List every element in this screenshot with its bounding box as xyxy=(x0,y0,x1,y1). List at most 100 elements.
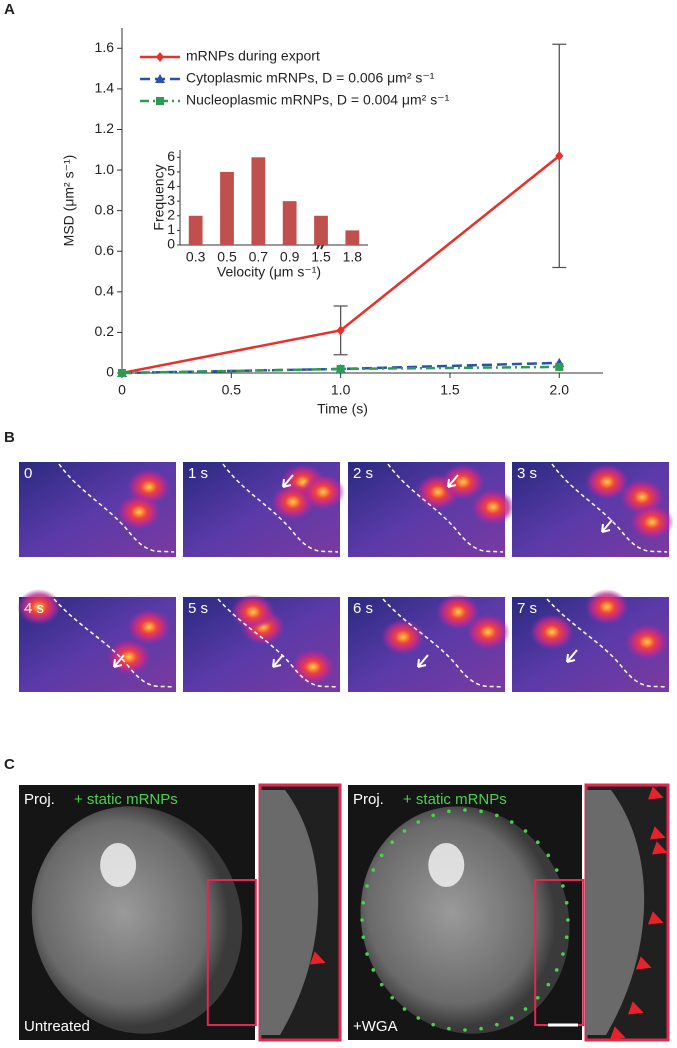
static-mrnp xyxy=(379,853,384,858)
arrow xyxy=(272,654,284,668)
zoom-edge xyxy=(260,790,319,1035)
marker xyxy=(555,362,564,371)
static-mrnp xyxy=(390,995,394,1000)
signal-blob xyxy=(17,589,61,625)
frame-label: 1 s xyxy=(188,465,208,482)
nucleus xyxy=(31,806,243,1034)
signal-blob xyxy=(301,474,345,510)
marker xyxy=(336,325,345,336)
static-mrnp xyxy=(365,884,369,888)
signal-blob xyxy=(117,494,161,530)
panel-label: C xyxy=(4,756,15,773)
condition-label: +WGA xyxy=(353,1018,398,1035)
static-mrnp xyxy=(561,884,565,888)
nuclear-envelope xyxy=(387,463,504,553)
frame-label: 5 s xyxy=(188,600,208,617)
x-tick-label: 0.3 xyxy=(186,249,206,265)
bar xyxy=(188,215,203,245)
static-mrnp xyxy=(463,808,467,812)
nuclear-envelope xyxy=(222,463,339,553)
legend-marker xyxy=(156,97,164,105)
marker xyxy=(336,364,345,373)
y-tick-label: 5 xyxy=(167,163,175,179)
legend-label: mRNPs during export xyxy=(186,48,320,64)
static-mrnp xyxy=(509,820,514,824)
x-axis-label: Time (s) xyxy=(317,401,368,417)
x-tick-label: 0.5 xyxy=(222,382,242,398)
arrowhead xyxy=(651,841,668,855)
x-tick-label: 1.5 xyxy=(311,249,331,265)
static-mrnp xyxy=(390,840,394,845)
arrowhead xyxy=(609,1026,626,1040)
bar xyxy=(345,230,360,245)
y-tick-label: 6 xyxy=(167,148,175,164)
image-label: + static mRNPs xyxy=(403,791,507,808)
series-line xyxy=(121,365,560,375)
marker xyxy=(555,150,564,161)
static-mrnp xyxy=(479,1026,483,1031)
static-mrnp xyxy=(564,935,569,940)
static-mrnp xyxy=(402,1007,407,1011)
arrowhead xyxy=(649,826,666,840)
static-mrnp xyxy=(431,1022,435,1027)
static-mrnp xyxy=(361,935,366,940)
static-mrnp xyxy=(431,813,435,818)
y-axis-label: Frequency xyxy=(151,164,167,230)
x-tick-label: 1.0 xyxy=(331,382,351,398)
signal-blob xyxy=(291,649,335,685)
bright-spot xyxy=(428,843,465,887)
y-tick-label: 1.2 xyxy=(95,120,115,136)
static-mrnp xyxy=(371,868,376,872)
y-tick-label: 2 xyxy=(167,206,175,222)
signal-blob xyxy=(630,504,674,540)
static-mrnp xyxy=(523,829,528,833)
static-mrnp xyxy=(361,900,366,905)
y-tick-label: 1.4 xyxy=(95,80,115,96)
signal-blob xyxy=(441,464,485,500)
signal-blob xyxy=(107,639,151,675)
x-tick-label: 2.0 xyxy=(550,382,570,398)
static-mrnp xyxy=(365,952,369,956)
nuclear-envelope xyxy=(551,463,668,553)
panel-label: B xyxy=(4,429,15,446)
arrow xyxy=(113,654,125,668)
y-tick-label: 0.2 xyxy=(95,323,115,339)
signal-blob xyxy=(471,489,515,525)
arrow xyxy=(282,474,294,488)
static-mrnp xyxy=(463,1028,467,1032)
frame-label: 0 xyxy=(24,465,32,482)
panel-c: Proj. + static mRNPs Untreated Proj. + stati… xyxy=(19,783,670,1042)
static-mrnp xyxy=(564,900,569,905)
zoom-box xyxy=(206,879,257,1026)
signal-blob xyxy=(585,589,629,625)
static-mrnp xyxy=(536,995,540,1000)
x-tick-label: 0.7 xyxy=(249,249,269,265)
arrowhead xyxy=(309,951,326,965)
marker xyxy=(118,369,126,377)
bright-spot xyxy=(100,843,137,887)
bar xyxy=(220,171,234,245)
x-tick-label: 1.5 xyxy=(440,382,460,398)
y-tick-label: 0 xyxy=(106,364,114,380)
static-mrnp xyxy=(554,968,559,972)
signal-blob xyxy=(625,624,669,660)
static-mrnp xyxy=(566,918,570,922)
static-mrnp xyxy=(554,868,559,872)
legend-label: Cytoplasmic mRNPs, D = 0.006 μm² s⁻¹ xyxy=(186,70,435,86)
arrow xyxy=(566,649,578,663)
static-mrnp xyxy=(495,813,499,818)
arrowhead xyxy=(635,956,652,970)
bar xyxy=(282,201,297,245)
signal-blob xyxy=(466,614,510,650)
bar xyxy=(314,215,328,245)
x-tick-label: 0 xyxy=(118,382,126,398)
x-axis-label: Velocity (μm s⁻¹) xyxy=(217,264,321,280)
frame-label: 2 s xyxy=(353,465,373,482)
condition-label: Untreated xyxy=(24,1018,90,1035)
arrow xyxy=(417,654,429,668)
frame-label: 7 s xyxy=(517,600,537,617)
nuclear-envelope xyxy=(58,463,175,553)
y-axis-label: MSD (μm² s⁻¹) xyxy=(61,155,77,247)
static-mrnp xyxy=(379,982,384,987)
y-tick-label: 0.6 xyxy=(95,242,115,258)
